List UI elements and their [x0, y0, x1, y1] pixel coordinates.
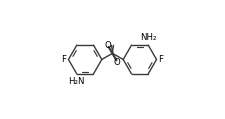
Text: O: O [105, 41, 111, 50]
Text: F: F [62, 55, 67, 64]
Text: H₂N: H₂N [68, 77, 84, 86]
Text: F: F [158, 55, 163, 64]
Text: NH₂: NH₂ [140, 33, 157, 42]
Text: O: O [114, 57, 120, 67]
